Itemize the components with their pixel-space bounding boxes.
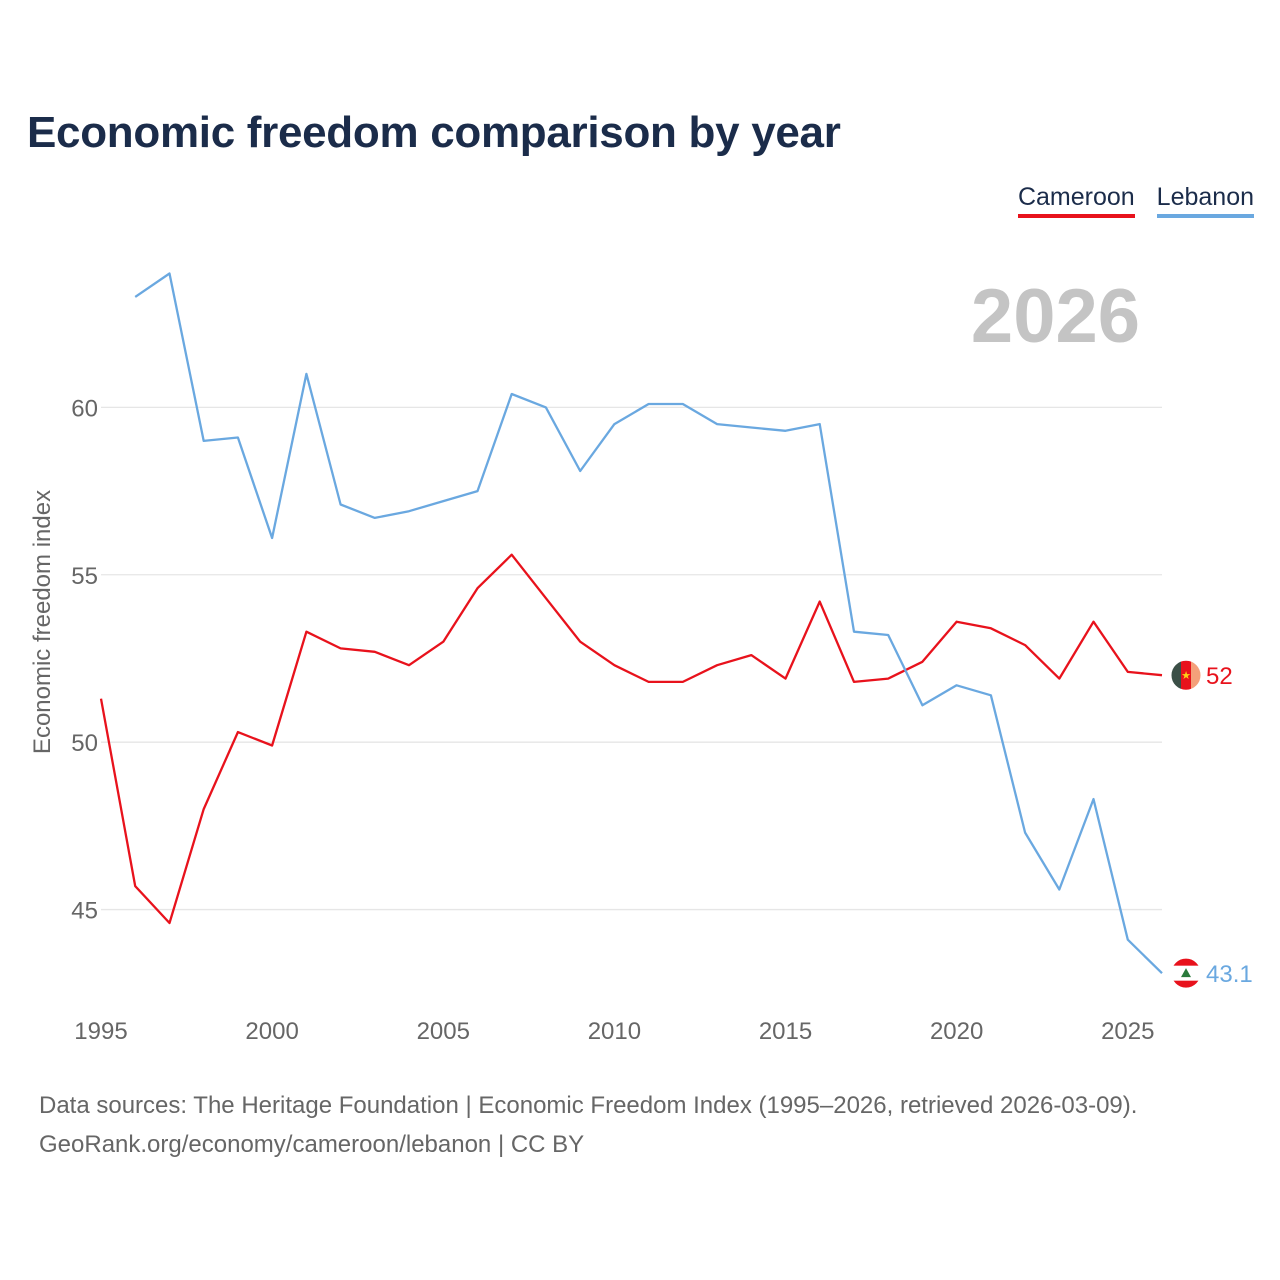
line-chart: 45 50 55 60 1995 2000 2005 2010 2015 2020 2025 Econ…: [29, 272, 1253, 1045]
y-tick-label-50: 50: [71, 730, 98, 757]
y-tick-label-55: 55: [71, 563, 98, 590]
x-tick-label-2010: 2010: [588, 1018, 641, 1045]
x-tick-label-2015: 2015: [759, 1018, 812, 1045]
sources-line-1: Data sources: The Heritage Foundation | …: [39, 1092, 1138, 1119]
y-axis-label: Economic freedom index: [29, 490, 56, 754]
legend: Cameroon Lebanon: [1017, 183, 1254, 218]
x-tick-label-2000: 2000: [245, 1018, 298, 1045]
chart-title: Economic freedom comparison by year: [27, 108, 841, 157]
y-tick-label-60: 60: [71, 395, 98, 422]
series-line-cameroon: [99, 553, 1163, 925]
x-tick-label-2020: 2020: [930, 1018, 983, 1045]
lebanon-flag-icon: [1170, 957, 1202, 989]
legend-item-cameroon[interactable]: Cameroon: [1017, 183, 1135, 218]
x-tick-label-2005: 2005: [417, 1018, 470, 1045]
data-sources: Data sources: The Heritage Foundation | …: [39, 1086, 1137, 1164]
y-tick-label-45: 45: [71, 898, 98, 925]
sources-line-2[interactable]: GeoRank.org/economy/cameroon/lebanon | C…: [39, 1131, 585, 1158]
legend-item-lebanon[interactable]: Lebanon: [1156, 183, 1254, 218]
svg-text:★: ★: [1181, 669, 1191, 682]
series-line-lebanon: [134, 272, 1163, 975]
year-watermark: 2026: [971, 274, 1140, 359]
x-tick-label-1995: 1995: [74, 1018, 127, 1045]
end-label-lebanon: 43.1: [1206, 961, 1253, 988]
x-tick-label-2025: 2025: [1101, 1018, 1154, 1045]
cameroon-flag-icon: ★: [1170, 659, 1202, 691]
end-label-cameroon: 52: [1206, 663, 1233, 690]
